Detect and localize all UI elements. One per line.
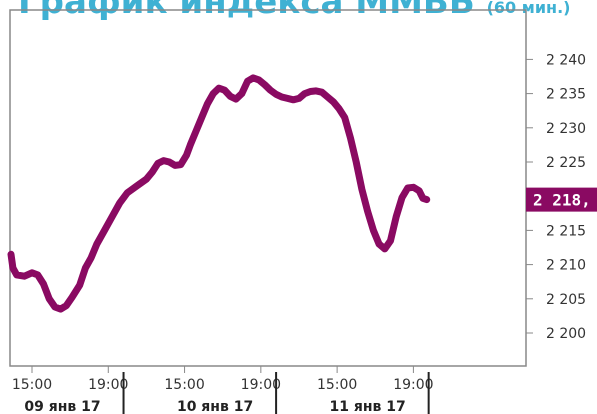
x-axis: 15:00 19:00 15:00 19:00 15:00 19:00 09 янв 17 1…	[12, 366, 434, 414]
y-tick-label: 2 225	[546, 155, 586, 171]
x-tick-label: 15:00	[317, 377, 357, 393]
series-line	[7, 74, 431, 313]
x-tick-label: 19:00	[88, 377, 128, 393]
x-tick-label: 15:00	[164, 377, 204, 393]
x-tick-label: 19:00	[393, 377, 433, 393]
chart-title-main: График индекса ММВБ	[18, 0, 475, 22]
y-tick-label: 2 235	[546, 87, 586, 103]
plot-frame	[9, 9, 527, 367]
x-tick-label: 19:00	[241, 377, 281, 393]
x-tick-label: 15:00	[12, 377, 52, 393]
y-tick-label: 2 230	[546, 121, 586, 137]
y-tick-label: 2 205	[546, 292, 586, 308]
last-value-label: 2 218,	[526, 187, 597, 212]
y-tick-label: 2 240	[546, 52, 586, 68]
y-tick-label: 2 210	[546, 258, 586, 274]
last-value-box	[526, 187, 597, 212]
day-label: 10 янв 17	[177, 399, 253, 414]
chart-title-sub: (60 мин.)	[486, 0, 571, 17]
day-label: 09 янв 17	[24, 399, 100, 414]
y-tick-label: 2 200	[546, 326, 586, 342]
y-tick-label: 2 215	[546, 223, 586, 239]
chart-title: График индекса ММВБ (60 мин.)	[18, 0, 571, 22]
day-label: 11 янв 17	[330, 399, 406, 414]
last-value-text: 2 218,	[533, 191, 591, 210]
